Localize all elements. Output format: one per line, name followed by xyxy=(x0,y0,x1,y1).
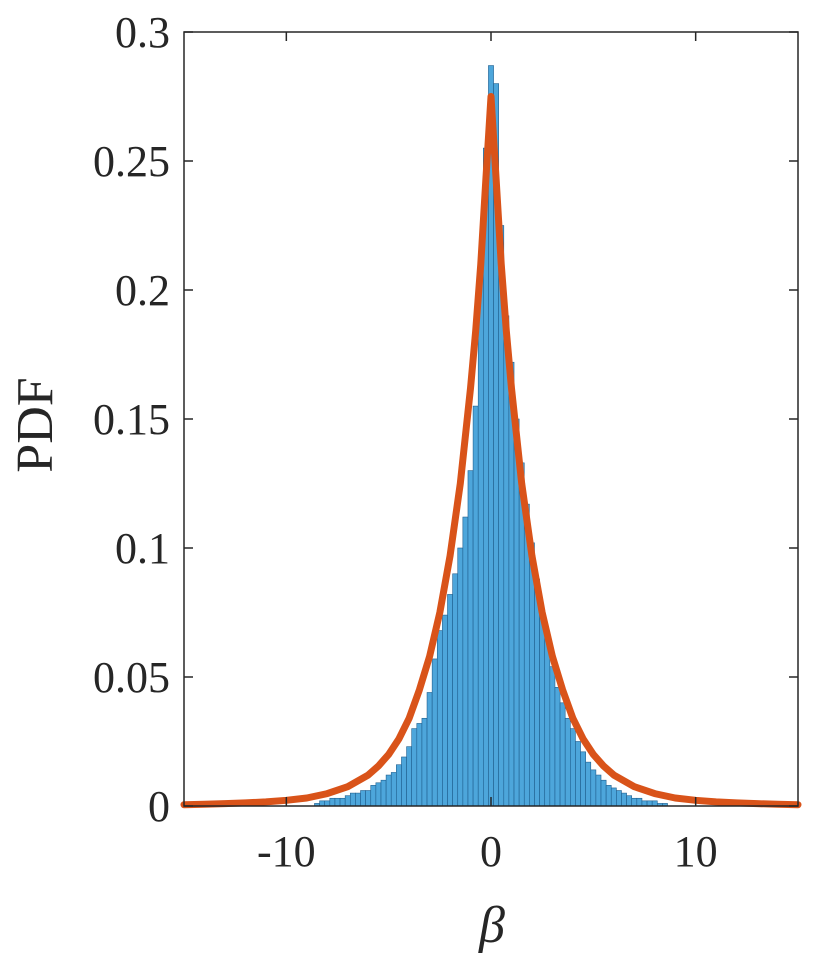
histogram-bar xyxy=(385,774,392,807)
histogram-bar xyxy=(559,702,566,807)
histogram-bar xyxy=(549,666,556,807)
histogram-bar xyxy=(631,797,638,807)
histogram-bar xyxy=(651,800,658,807)
x-tick-label: 10 xyxy=(674,827,718,876)
histogram-bar xyxy=(610,787,617,807)
histogram-bar xyxy=(421,717,428,807)
y-tick-label: 0.2 xyxy=(115,266,170,315)
histogram-bars xyxy=(314,65,668,807)
histogram-bar xyxy=(416,723,423,807)
histogram-bar xyxy=(370,785,377,807)
y-tick-label: 0 xyxy=(148,782,170,831)
histogram-bar xyxy=(600,779,607,807)
histogram-bar xyxy=(360,790,366,807)
x-axis-label: β xyxy=(478,897,505,954)
histogram-bar xyxy=(349,792,356,807)
histogram-bar xyxy=(344,795,351,807)
histogram-bar xyxy=(539,612,546,807)
x-axis-ticks: -10 0 10 xyxy=(257,32,718,876)
y-tick-label: 0.15 xyxy=(93,395,170,444)
histogram-bar xyxy=(436,630,443,807)
histogram-bar xyxy=(339,797,346,807)
histogram-bar xyxy=(590,769,597,807)
histogram-bar xyxy=(431,658,438,807)
histogram-bar xyxy=(396,764,402,807)
histogram-bar xyxy=(605,785,612,807)
histogram-bar xyxy=(462,516,469,807)
histogram-bar xyxy=(457,547,464,807)
histogram-bar xyxy=(401,756,407,807)
y-axis-ticks: 0 0.05 0.1 0.15 0.2 0.25 0.3 xyxy=(93,8,798,831)
histogram-bar xyxy=(467,470,474,807)
y-tick-label: 0.3 xyxy=(115,8,170,57)
histogram-bar xyxy=(406,746,412,807)
histogram-bar xyxy=(411,728,418,807)
histogram-bar xyxy=(447,594,453,807)
histogram-bar xyxy=(319,800,326,807)
histogram-bar xyxy=(570,728,576,807)
histogram-bar xyxy=(452,573,459,807)
histogram-bar xyxy=(324,800,331,807)
histogram-bar xyxy=(334,797,341,807)
histogram-bar xyxy=(472,405,479,807)
histogram-bar xyxy=(626,795,633,807)
histogram-bar xyxy=(477,276,484,807)
histogram-bar xyxy=(426,692,433,807)
histogram-bar xyxy=(636,797,643,807)
y-axis-label: PDF xyxy=(7,377,64,472)
histogram-bar xyxy=(564,717,571,807)
histogram-bar xyxy=(641,800,648,807)
histogram-bar xyxy=(442,614,448,807)
histogram-bar xyxy=(375,782,382,807)
histogram-bar xyxy=(646,800,653,807)
histogram-bar xyxy=(544,640,551,807)
histogram-bar xyxy=(585,761,592,807)
y-tick-label: 0.1 xyxy=(115,524,170,573)
histogram-bar xyxy=(595,774,602,807)
histogram-bar xyxy=(355,792,361,807)
histogram-bar xyxy=(380,779,387,807)
y-tick-label: 0.05 xyxy=(93,653,170,702)
histogram-bar xyxy=(580,751,586,807)
histogram-bar xyxy=(329,797,336,807)
histogram-bar xyxy=(575,741,581,807)
y-tick-label: 0.25 xyxy=(93,137,170,186)
histogram-bar xyxy=(621,792,627,807)
x-tick-label: -10 xyxy=(257,827,316,876)
fit-curve-line xyxy=(180,93,802,809)
histogram-bar xyxy=(365,790,372,807)
histogram-bar xyxy=(616,790,622,807)
histogram-bar xyxy=(390,772,397,807)
histogram-bar xyxy=(554,687,561,807)
x-tick-label: 0 xyxy=(480,827,502,876)
